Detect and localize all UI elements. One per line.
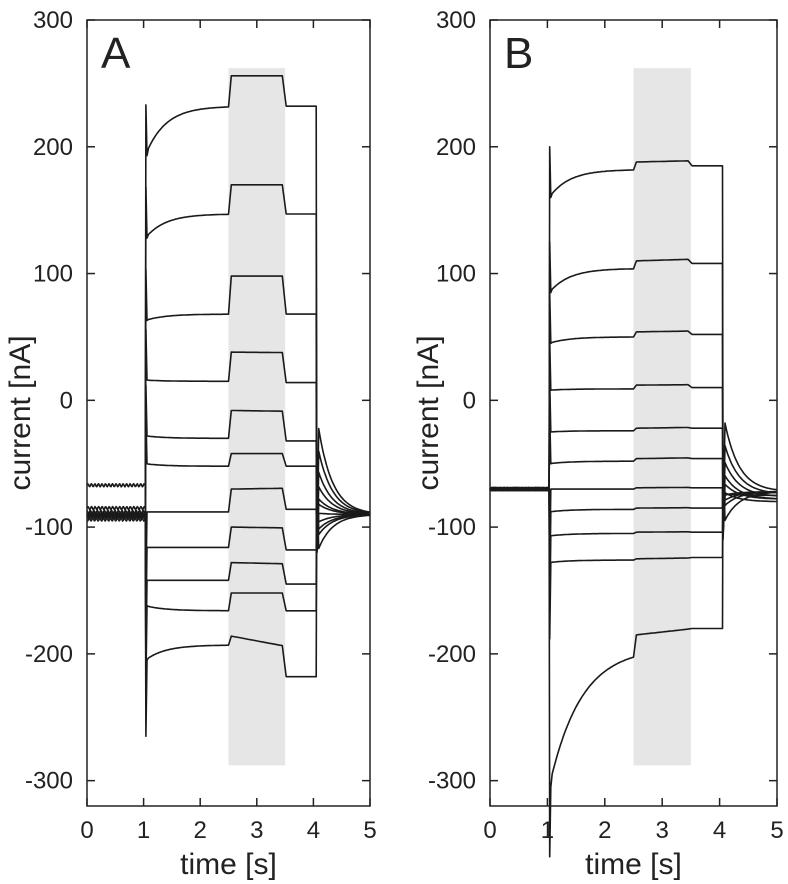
x-tick-label: 2 <box>194 817 207 844</box>
y-tick-label: -300 <box>428 768 476 795</box>
plot-frame <box>489 19 778 807</box>
y-tick-label: -300 <box>25 768 73 795</box>
x-axis-label: time [s] <box>180 848 277 881</box>
x-tick-label: 5 <box>363 817 376 844</box>
y-tick-label: 100 <box>33 261 73 288</box>
y-tick-label: 300 <box>436 7 476 34</box>
y-tick-label: 0 <box>60 387 73 414</box>
x-tick-label: 5 <box>770 817 783 844</box>
panel-b-chart: 300 200 100 0 -100 -200 -300 0 1 2 3 4 5 time [s] curr… <box>412 7 784 881</box>
x-tick-label: 1 <box>137 817 150 844</box>
current-trace <box>86 268 371 554</box>
stimulus-window <box>228 68 286 766</box>
y-tick-label: 300 <box>33 7 73 34</box>
current-trace <box>86 487 370 589</box>
y-tick-label: -200 <box>25 641 73 668</box>
x-tick-label: 0 <box>80 817 93 844</box>
plot-frame <box>86 19 371 807</box>
current-trace <box>86 475 371 738</box>
panel-label: B <box>504 29 533 78</box>
x-tick-label: 0 <box>483 817 496 844</box>
y-tick-label: 200 <box>33 134 73 161</box>
x-tick-label: 4 <box>307 817 320 844</box>
y-axis-label: current [nA] <box>4 335 37 490</box>
panel-label: A <box>101 29 131 78</box>
y-tick-label: 200 <box>436 134 476 161</box>
x-tick-label: 3 <box>656 817 669 844</box>
current-trace <box>86 475 370 683</box>
x-tick-label: 3 <box>250 817 263 844</box>
y-tick-label: 0 <box>463 387 476 414</box>
y-axis-label: current [nA] <box>412 335 445 490</box>
panel-a-chart: 300 200 100 0 -100 -200 -300 0 1 2 3 4 5 time [s] curr… <box>4 7 377 881</box>
x-axis-label: time [s] <box>585 848 682 881</box>
stimulus-window <box>633 68 691 766</box>
y-tick-label: 100 <box>436 261 476 288</box>
x-tick-label: 2 <box>598 817 611 844</box>
y-tick-label: -100 <box>428 514 476 541</box>
y-tick-label: -200 <box>428 641 476 668</box>
y-tick-label: -100 <box>25 514 73 541</box>
current-trace <box>86 75 371 554</box>
current-trace <box>489 452 777 858</box>
x-tick-label: 4 <box>713 817 726 844</box>
x-tick-label: 1 <box>541 817 554 844</box>
